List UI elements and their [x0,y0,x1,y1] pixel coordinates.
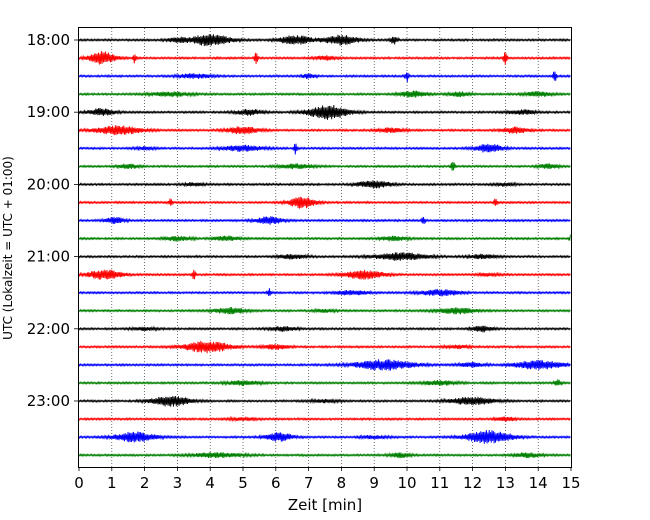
trace-2100 [78,252,571,261]
trace-1915 [78,125,571,136]
trace-1900 [78,104,571,120]
trace-2045 [78,234,571,242]
x-axis: 0 1 2 3 4 5 6 7 8 9 10 11 12 13 14 15 [74,467,581,492]
trace-2015 [78,196,571,209]
trace-2245 [78,379,571,387]
y-axis: 18:00 19:00 20:00 21:00 22:00 23:00 [27,31,78,410]
trace-1815 [78,51,571,65]
x-tick-label: 9 [369,474,379,492]
y-tick-label: 23:00 [27,392,70,410]
x-tick-label: 12 [463,474,482,492]
x-tick-label: 13 [496,474,515,492]
x-axis-label: Zeit [min] [288,496,362,514]
trace-1800 [78,34,571,46]
y-tick-label: 22:00 [27,320,70,338]
x-tick-label: 14 [529,474,548,492]
x-tick-label: 7 [304,474,314,492]
x-tick-label: 4 [205,474,215,492]
trace-2145 [78,307,571,315]
trace-2215 [78,340,571,354]
x-tick-label: 11 [430,474,449,492]
y-tick-label: 20:00 [27,175,70,193]
trace-layer [78,34,571,459]
plot-frame [78,27,572,468]
trace-2230 [78,359,571,371]
trace-2330 [78,430,571,444]
x-tick-label: 15 [561,474,580,492]
trace-2300 [78,396,571,407]
trace-1830 [78,71,571,83]
x-tick-label: 3 [173,474,183,492]
x-tick-label: 8 [337,474,347,492]
trace-2345 [78,451,571,459]
y-axis-label: UTC (Lokalzeit = UTC + 01:00) [1,156,15,340]
trace-2000 [78,180,571,189]
trace-2115 [78,269,571,280]
y-tick-label: 19:00 [27,103,70,121]
trace-2315 [78,415,571,423]
trace-1845 [78,90,571,98]
grid-layer [111,28,539,467]
x-tick-label: 2 [140,474,150,492]
trace-2030 [78,216,571,225]
trace-1930 [78,143,571,155]
y-tick-label: 21:00 [27,248,70,266]
trace-2200 [78,325,571,333]
x-tick-label: 0 [74,474,84,492]
trace-2130 [78,288,571,297]
x-tick-label: 6 [271,474,281,492]
x-tick-label: 1 [107,474,117,492]
x-tick-label: 5 [238,474,248,492]
x-tick-label: 10 [397,474,416,492]
trace-1945 [78,161,571,171]
y-tick-label: 18:00 [27,31,70,49]
